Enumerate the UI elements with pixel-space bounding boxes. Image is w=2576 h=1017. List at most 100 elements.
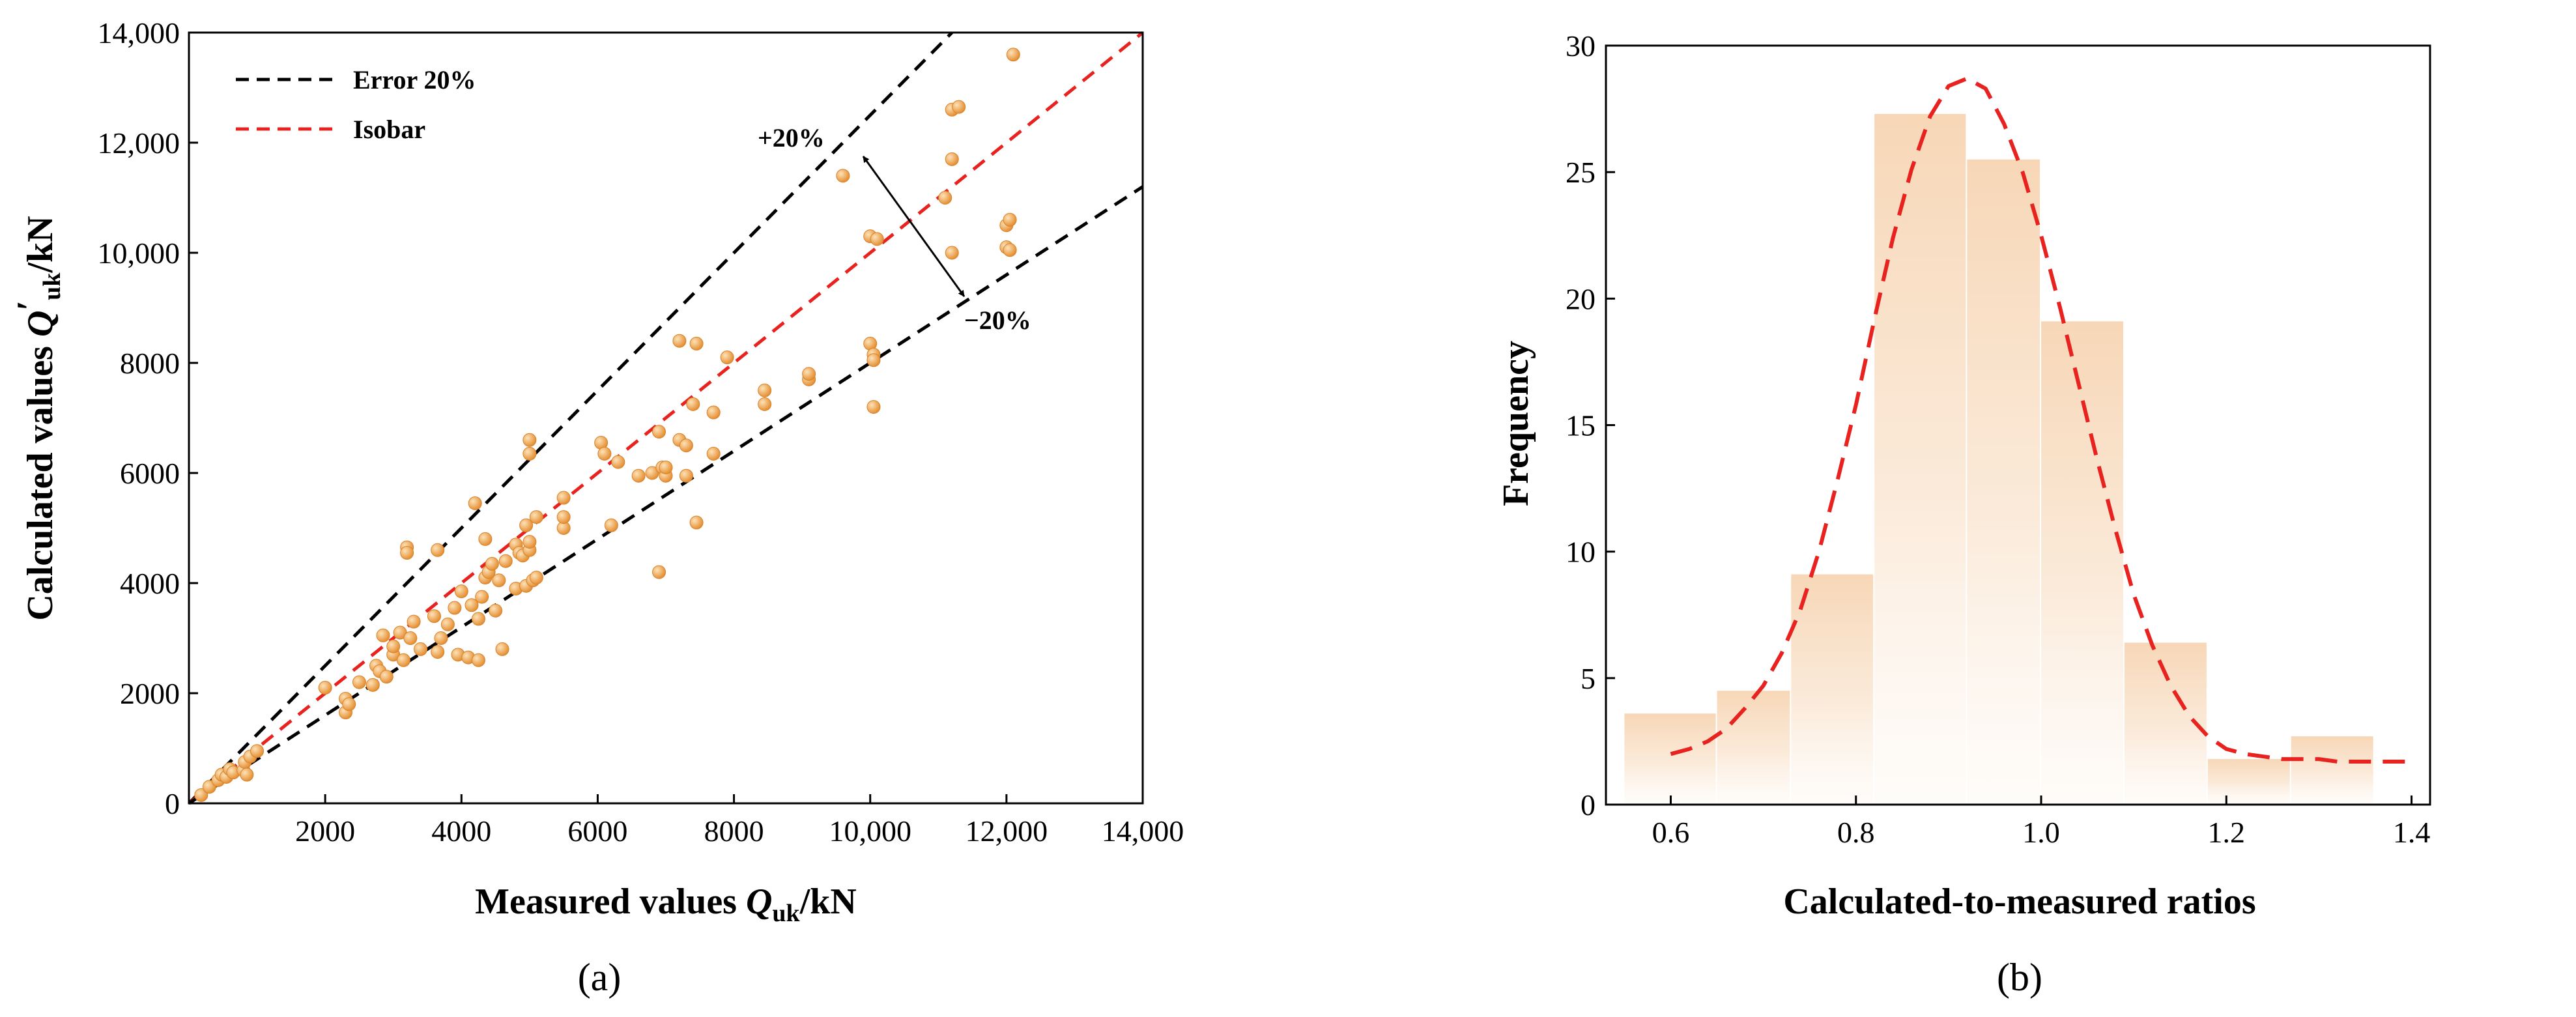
data-point [250,744,265,758]
data-point [679,468,693,483]
scatter-points [194,48,1020,802]
histogram-panel: 0.6 0.8 1.0 1.2 1.4 0 5 10 15 20 25 30 Calculated-… [1496,29,2431,999]
data-point [454,584,468,599]
y-tick-label: 0 [1581,788,1596,822]
data-point [448,601,462,615]
data-point [471,612,485,626]
data-point [498,554,513,568]
data-point [652,425,666,439]
data-point [386,639,401,653]
x-tick-label: 1.2 [2208,816,2246,849]
y-ticks-b: 0 5 10 15 20 25 30 [1566,29,1615,822]
panel-label-a: (a) [578,956,622,999]
data-point [706,405,721,420]
data-point [870,232,884,246]
legend-a: Error 20% Isobar [236,65,476,144]
data-point [403,631,418,645]
x-tick-label: 14,000 [1102,814,1184,848]
data-point [431,543,445,557]
data-point [686,397,700,411]
data-point [604,518,618,532]
y-tick-label: 10 [1566,536,1596,569]
data-point [519,518,534,532]
data-point [802,367,816,381]
x-tick-label: 1.0 [2022,816,2060,849]
y-tick-label: 8000 [120,347,180,380]
data-point [679,438,693,453]
reference-line-upper [188,31,953,805]
data-point [492,573,506,588]
data-point [396,653,410,667]
histogram-bar [1624,713,1716,803]
x-tick-label: 4000 [431,814,491,848]
y-tick-label: 14,000 [98,16,180,50]
y-tick-label: 2000 [120,677,180,710]
data-point [485,556,499,571]
data-point [465,598,479,612]
legend-label-isobar: Isobar [353,115,425,144]
x-tick-label: 2000 [295,814,355,848]
annotation-plus-20: +20% [758,123,825,152]
histogram-bar [1967,159,2040,803]
data-point [945,152,959,166]
x-tick-label: 6000 [567,814,627,848]
data-point [352,675,366,689]
fit-curve-path [1670,76,2412,764]
legend-label-error: Error 20% [353,65,476,94]
y-tick-label: 25 [1566,156,1596,189]
data-point [706,446,721,461]
histogram-bar [2124,642,2207,803]
annotation-minus-20: −20% [964,306,1031,335]
histogram-bars [1624,113,2373,804]
data-point [475,590,489,604]
data-point [652,565,666,579]
data-point [522,535,537,549]
data-point [342,697,356,711]
plot-frame-a [188,31,1144,805]
histogram-bar [1791,574,1874,803]
data-point [495,642,509,656]
data-point [938,191,952,205]
data-point [365,678,380,692]
data-point [468,496,482,510]
data-point [597,446,612,461]
data-point [659,461,673,475]
scatter-panel: 2000 4000 6000 8000 10,000 12,000 14,000 0 2000… [10,16,1184,999]
data-point [672,334,687,348]
data-point [434,631,448,645]
data-point [1003,212,1017,227]
x-axis-label-a: Measured values Quk/kN [475,881,857,927]
data-point [478,532,493,546]
data-point [689,336,704,351]
reference-line-isobar [188,31,1144,805]
x-tick-label: 0.8 [1837,816,1875,849]
data-point [376,628,390,642]
histogram-bar [1874,113,1966,804]
y-tick-label: 20 [1566,282,1596,315]
y-ticks-a: 0 2000 4000 6000 8000 10,000 12,000 14,000 [98,16,198,820]
y-tick-label: 15 [1566,409,1596,442]
error-band-arrow [862,156,966,297]
data-point [1003,243,1017,257]
data-point [489,603,503,618]
histogram-bar [2291,736,2373,803]
data-point [758,383,772,397]
data-point [427,609,441,623]
reference-line-lower [188,185,1144,805]
data-point [611,455,625,469]
data-point [556,510,571,524]
data-point [400,546,414,560]
x-tick-label: 0.6 [1652,816,1690,849]
x-tick-label: 12,000 [966,814,1048,848]
x-tick-label: 8000 [704,814,764,848]
data-point [1006,48,1020,62]
x-axis-label-b: Calculated-to-measured ratios [1783,881,2255,922]
normal-fit-curve [1670,76,2412,764]
x-tick-label: 1.4 [2393,816,2431,849]
y-axis-label-a: Calculated values Q′uk/kN [10,216,66,620]
y-tick-label: 5 [1581,662,1596,695]
histogram-bar [2207,759,2290,803]
x-ticks-b: 0.6 0.8 1.0 1.2 1.4 [1652,795,2431,849]
histogram-bar [1717,691,1790,803]
x-tick-label: 10,000 [829,814,911,848]
